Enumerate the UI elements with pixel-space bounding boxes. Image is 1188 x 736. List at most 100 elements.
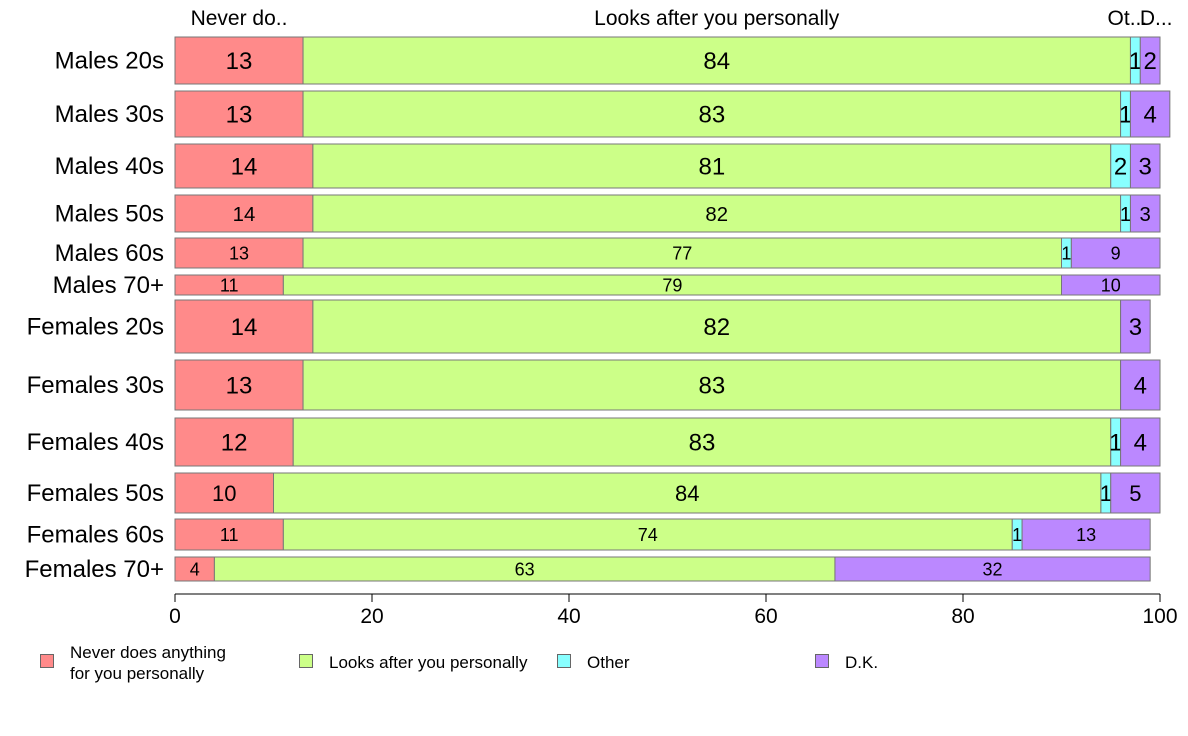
legend-label-other: Other (587, 653, 630, 672)
bar-segment (213, 556, 836, 582)
category-label: Males 20s (55, 48, 164, 75)
data-label: 13 (229, 243, 249, 263)
data-label: 11 (220, 525, 239, 545)
category-label: Females 30s (27, 372, 164, 399)
bar-segment (174, 237, 304, 269)
data-label: 2 (1143, 48, 1156, 75)
legend-item-looks-after: Looks after you personally (299, 642, 527, 673)
data-label: 4 (1143, 102, 1156, 129)
bar-segment (1120, 299, 1151, 354)
top-label-0: Never do.. (191, 7, 288, 30)
category-label: Females 40s (27, 429, 164, 456)
data-label: 83 (698, 102, 725, 129)
top-label-2: Ot... (1108, 7, 1148, 30)
data-label: 1 (1129, 48, 1142, 75)
bar-segment (1120, 417, 1161, 467)
bar-segment (1129, 90, 1171, 138)
stacked-bar-chart: Never do.. Looks after you personally Ot..… (25, 7, 1178, 628)
data-label: 63 (515, 559, 535, 579)
legend-swatch-dk (815, 654, 829, 668)
data-label: 3 (1129, 314, 1142, 341)
data-label: 10 (1101, 275, 1121, 295)
data-label: 14 (231, 154, 258, 181)
data-label: 12 (221, 430, 248, 457)
bar-segment (302, 237, 1062, 269)
bar-segment (174, 472, 274, 514)
bar-segment (834, 556, 1151, 582)
data-label: 83 (698, 373, 725, 400)
legend: Never does anything for you personally L… (0, 642, 1188, 692)
legend-label-never-line1: Never does anything (70, 643, 226, 662)
data-label: 13 (226, 102, 253, 129)
legend-swatch-never (40, 654, 54, 668)
data-label: 10 (212, 481, 236, 506)
data-label: 14 (233, 204, 256, 226)
data-label: 82 (705, 204, 728, 226)
data-label: 1 (1120, 204, 1131, 226)
data-label: 81 (698, 154, 725, 181)
category-label: Males 60s (55, 240, 164, 267)
category-label: Males 50s (55, 201, 164, 228)
bar-segment (174, 194, 314, 233)
x-tick-label: 80 (951, 605, 974, 628)
data-label: 1 (1100, 481, 1112, 506)
data-label: 1 (1119, 102, 1132, 129)
data-label: 5 (1129, 481, 1141, 506)
data-label: 3 (1140, 204, 1151, 226)
data-label: 1 (1109, 430, 1122, 457)
bar-segment (273, 472, 1102, 514)
category-label: Males 30s (55, 101, 164, 128)
data-label: 84 (675, 481, 699, 506)
data-label: 79 (662, 275, 682, 295)
data-label: 2 (1114, 154, 1127, 181)
x-tick-label: 0 (169, 605, 181, 628)
bar-segment (312, 299, 1122, 354)
bar-segment (174, 359, 304, 411)
category-label: Females 50s (27, 480, 164, 507)
legend-label-dk: D.K. (845, 653, 879, 672)
data-label: 77 (672, 243, 692, 263)
data-label: 4 (1134, 373, 1147, 400)
top-label-1: Looks after you personally (594, 7, 840, 30)
bar-segment (174, 556, 215, 582)
bar-segment (292, 417, 1112, 467)
legend-swatch-other (557, 654, 571, 668)
legend-label-looks-after: Looks after you personally (329, 653, 528, 672)
x-tick-label: 40 (557, 605, 580, 628)
bar-segment (1070, 237, 1161, 269)
x-tick-label: 20 (360, 605, 383, 628)
category-label: Females 20s (27, 314, 164, 341)
bar-segment (1120, 359, 1161, 411)
bar-segment (282, 518, 1013, 551)
data-label: 13 (226, 48, 253, 75)
x-tick-label: 100 (1142, 605, 1177, 628)
bar-segment (1129, 143, 1161, 189)
data-label: 82 (703, 314, 730, 341)
legend-item-dk: D.K. (815, 642, 878, 673)
category-label: Males 40s (55, 153, 164, 180)
bar-segment (1129, 194, 1161, 233)
data-label: 84 (703, 48, 730, 75)
bar-segment (1110, 472, 1161, 514)
top-label-3: D... (1140, 7, 1173, 30)
data-label: 4 (190, 559, 200, 579)
legend-label-never-line2: for you personally (70, 664, 205, 683)
bar-segment (1021, 518, 1151, 551)
data-label: 3 (1139, 154, 1152, 181)
legend-swatch-looks-after (299, 654, 313, 668)
data-label: 14 (231, 314, 258, 341)
data-label: 11 (220, 275, 239, 295)
data-label: 74 (638, 525, 658, 545)
data-label: 9 (1111, 243, 1121, 263)
data-label: 13 (226, 373, 253, 400)
data-label: 13 (1076, 525, 1096, 545)
data-label: 32 (983, 559, 1003, 579)
legend-item-other: Other (557, 642, 630, 673)
category-label: Males 70+ (53, 272, 164, 299)
bar-segment (174, 417, 294, 467)
data-label: 4 (1134, 430, 1147, 457)
category-label: Females 70+ (25, 556, 164, 583)
category-label: Females 60s (27, 522, 164, 549)
data-label: 83 (689, 430, 716, 457)
bar-segment (312, 194, 1122, 233)
